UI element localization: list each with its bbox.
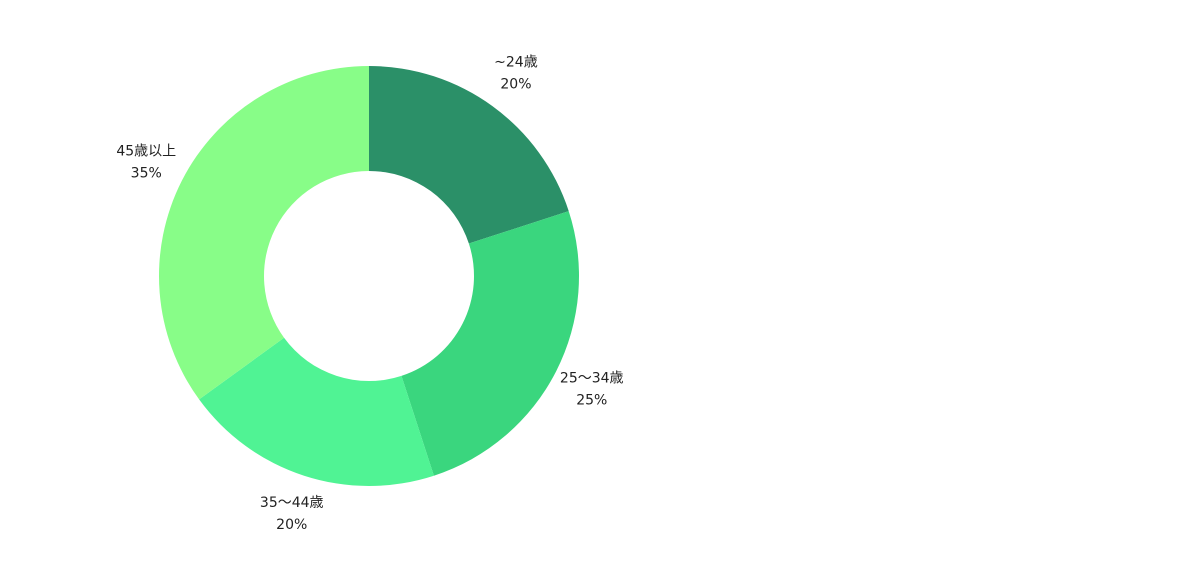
slice-value-label: 35% xyxy=(131,166,162,182)
donut-slice xyxy=(199,337,434,487)
slice-label: ~24歳 xyxy=(494,55,538,71)
slice-value-label: 20% xyxy=(276,517,307,533)
donut-slice xyxy=(159,66,369,400)
slice-label: 35〜44歳 xyxy=(260,495,324,511)
slice-value-label: 20% xyxy=(500,77,531,93)
donut-slice xyxy=(401,211,579,476)
slice-label: 25〜34歳 xyxy=(560,370,624,386)
slice-label: 45歳以上 xyxy=(116,144,176,160)
slice-value-label: 25% xyxy=(576,392,607,408)
donut-slice xyxy=(369,66,569,244)
